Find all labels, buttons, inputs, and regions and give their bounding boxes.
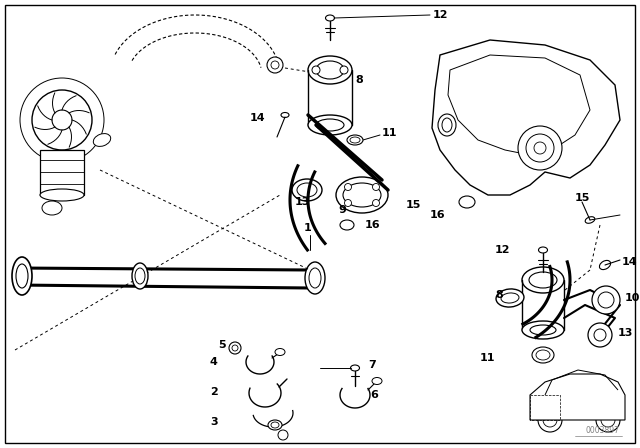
Ellipse shape <box>16 264 28 288</box>
Ellipse shape <box>268 420 282 430</box>
Ellipse shape <box>600 260 611 270</box>
Ellipse shape <box>316 119 344 131</box>
Circle shape <box>229 342 241 354</box>
Circle shape <box>594 329 606 341</box>
Ellipse shape <box>309 268 321 288</box>
Circle shape <box>32 90 92 150</box>
Text: 12: 12 <box>495 245 510 255</box>
Ellipse shape <box>42 201 62 215</box>
Circle shape <box>526 134 554 162</box>
Text: 4: 4 <box>210 357 218 367</box>
Polygon shape <box>530 374 625 420</box>
Ellipse shape <box>529 272 557 288</box>
FancyBboxPatch shape <box>5 5 635 443</box>
Ellipse shape <box>522 267 564 293</box>
Text: 6: 6 <box>370 390 378 400</box>
Ellipse shape <box>585 217 595 223</box>
Text: 11: 11 <box>382 128 397 138</box>
Ellipse shape <box>292 179 322 201</box>
Ellipse shape <box>536 350 550 360</box>
Circle shape <box>598 292 614 308</box>
Ellipse shape <box>459 196 475 208</box>
Circle shape <box>271 61 279 69</box>
Ellipse shape <box>532 347 554 363</box>
Circle shape <box>344 184 351 190</box>
Circle shape <box>592 286 620 314</box>
Circle shape <box>534 142 546 154</box>
Text: 14: 14 <box>622 257 637 267</box>
Text: 3: 3 <box>210 417 218 427</box>
Ellipse shape <box>501 293 519 303</box>
Ellipse shape <box>326 15 335 21</box>
Ellipse shape <box>308 115 352 135</box>
Text: 13: 13 <box>295 197 310 207</box>
Circle shape <box>518 126 562 170</box>
Text: 13: 13 <box>618 328 634 338</box>
Ellipse shape <box>372 378 382 384</box>
Ellipse shape <box>308 56 352 84</box>
Ellipse shape <box>442 118 452 132</box>
Circle shape <box>588 323 612 347</box>
Text: 15: 15 <box>406 200 421 210</box>
Text: 10: 10 <box>625 293 640 303</box>
Text: 16: 16 <box>365 220 381 230</box>
Text: 14: 14 <box>250 113 265 123</box>
Ellipse shape <box>343 183 381 207</box>
Ellipse shape <box>132 263 148 289</box>
Circle shape <box>543 413 557 427</box>
Ellipse shape <box>530 325 556 335</box>
Circle shape <box>52 110 72 130</box>
Circle shape <box>232 345 238 351</box>
Ellipse shape <box>347 135 363 145</box>
Text: 1: 1 <box>304 223 312 233</box>
Text: 0003897: 0003897 <box>586 426 620 435</box>
Ellipse shape <box>496 289 524 307</box>
Ellipse shape <box>281 112 289 117</box>
Ellipse shape <box>350 137 360 143</box>
Ellipse shape <box>316 61 344 79</box>
Ellipse shape <box>12 257 32 295</box>
Ellipse shape <box>40 189 84 201</box>
Ellipse shape <box>271 422 279 428</box>
Text: 2: 2 <box>210 387 218 397</box>
Text: 5: 5 <box>218 340 226 350</box>
Text: 7: 7 <box>368 360 376 370</box>
Text: 12: 12 <box>433 10 449 20</box>
Ellipse shape <box>336 177 388 213</box>
Polygon shape <box>432 40 620 195</box>
Circle shape <box>278 430 288 440</box>
FancyBboxPatch shape <box>40 150 84 195</box>
Circle shape <box>596 408 620 432</box>
Circle shape <box>344 199 351 207</box>
Circle shape <box>372 199 380 207</box>
Circle shape <box>340 66 348 74</box>
Ellipse shape <box>340 220 354 230</box>
Circle shape <box>20 78 104 162</box>
Text: 8: 8 <box>495 290 503 300</box>
Ellipse shape <box>275 349 285 356</box>
Circle shape <box>372 184 380 190</box>
Circle shape <box>538 408 562 432</box>
Ellipse shape <box>438 114 456 136</box>
Ellipse shape <box>538 247 547 253</box>
Circle shape <box>312 66 320 74</box>
Ellipse shape <box>297 183 317 197</box>
Text: 8: 8 <box>355 75 363 85</box>
Text: 11: 11 <box>479 353 495 363</box>
Ellipse shape <box>93 134 111 146</box>
Text: 16: 16 <box>430 210 445 220</box>
Ellipse shape <box>522 321 564 339</box>
Ellipse shape <box>305 262 325 294</box>
Ellipse shape <box>351 365 360 371</box>
Circle shape <box>601 413 615 427</box>
Text: 15: 15 <box>575 193 590 203</box>
Circle shape <box>267 57 283 73</box>
Ellipse shape <box>135 268 145 284</box>
Text: 9: 9 <box>338 205 346 215</box>
